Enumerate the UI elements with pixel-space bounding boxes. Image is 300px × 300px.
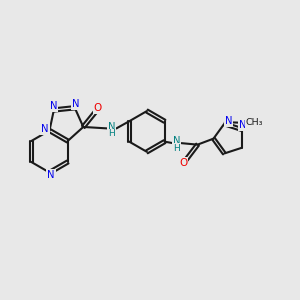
Text: N: N: [72, 99, 80, 109]
Text: O: O: [179, 158, 187, 168]
Text: N: N: [173, 136, 181, 146]
Text: O: O: [94, 103, 102, 113]
Text: CH₃: CH₃: [245, 118, 263, 127]
Text: N: N: [238, 120, 246, 130]
Text: N: N: [47, 169, 55, 180]
Text: N: N: [41, 124, 49, 134]
Text: H: H: [108, 129, 115, 138]
Text: N: N: [225, 116, 232, 126]
Text: N: N: [108, 122, 116, 132]
Text: N: N: [50, 101, 57, 111]
Text: H: H: [173, 144, 180, 153]
